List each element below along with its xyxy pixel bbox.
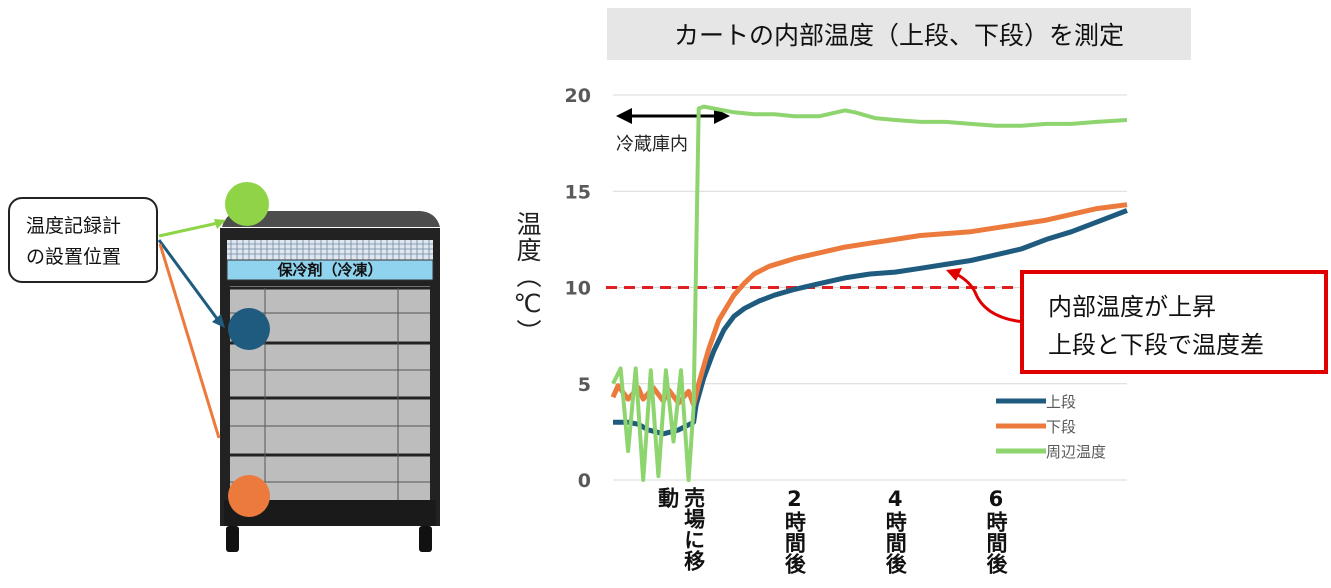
annotation-pointer [957,273,1025,324]
y-tick-label: 5 [578,374,591,396]
legend-label: 周辺温度 [1046,443,1106,461]
series-line-3 [611,104,1128,482]
series-line-2 [610,202,1128,408]
cart-illustration: 保冷剤（冷凍） [157,182,440,552]
annotation-pointer-head [946,268,962,281]
rise-annotation-box: 内部温度が上昇 上段と下段で温度差 [1020,270,1328,374]
arrow-head-left [616,108,632,124]
pointer-line-lower [158,243,221,439]
coolant-label: 保冷剤（冷凍） [276,261,382,279]
cart-lid [222,211,440,227]
pointer-line-upper [157,239,220,321]
y-axis-label: 温度（℃） [513,211,542,345]
logger-dot-upper [228,308,270,350]
callout-line-2: の設置位置 [26,246,122,268]
legend-label: 上段 [1046,393,1076,411]
y-tick-label: 15 [565,181,591,203]
cart-leg-left [226,526,239,552]
annotation-line-2: 上段と下段で温度差 [1048,331,1264,359]
callout-line-1: 温度記録計 [26,215,122,237]
chart-title: カートの内部温度（上段、下段）を測定 [607,8,1191,60]
y-tick-label: 20 [565,85,591,107]
x-tick-label: 4時間後 [883,487,908,574]
y-tick-label: 0 [578,470,591,492]
logger-dot-lower [228,475,270,517]
logger-callout: 温度記録計 の設置位置 [8,197,158,283]
arrow-head-right [714,108,730,124]
x-tick-label: 売場に移動 [655,487,706,571]
in-fridge-label: 冷蔵庫内 [616,134,688,155]
x-tick-label: 6時間後 [983,487,1008,574]
y-tick-label: 10 [565,278,591,300]
cart-leg-right [419,526,432,552]
annotation-line-1: 内部温度が上昇 [1048,293,1216,321]
legend-label: 下段 [1046,418,1076,436]
x-tick-label: 2時間後 [782,487,807,574]
logger-dot-top [225,182,269,226]
pointer-line-top [158,221,219,238]
cart-mesh [227,240,433,260]
coolant-pack [226,259,434,281]
